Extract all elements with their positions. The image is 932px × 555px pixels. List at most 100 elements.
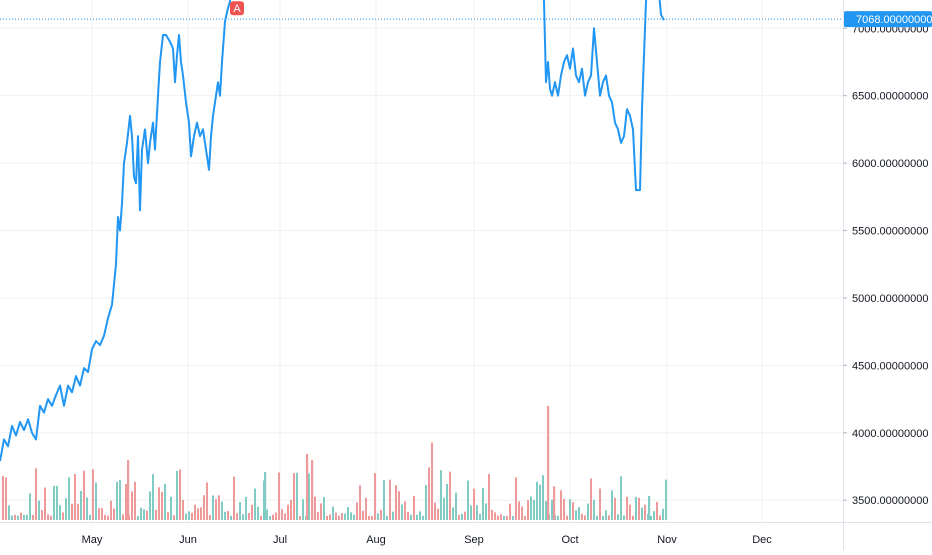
volume-bar: [563, 498, 565, 520]
volume-bar: [371, 515, 373, 520]
volume-bar: [452, 507, 454, 520]
volume-bar: [329, 514, 331, 520]
volume-bar: [236, 513, 238, 520]
volume-bar: [71, 503, 73, 520]
volume-bar: [35, 468, 37, 520]
volume-bar: [596, 515, 598, 520]
volume-bar: [341, 513, 343, 520]
volume-bar: [248, 512, 250, 520]
volume-bar: [293, 473, 295, 520]
volume-bar: [44, 487, 46, 520]
volume-bar: [547, 406, 550, 520]
volume-bar: [521, 506, 523, 520]
volume-bar: [302, 499, 304, 520]
volume-bar: [122, 514, 124, 520]
volume-bar: [494, 512, 496, 520]
volume-bar: [455, 492, 457, 520]
volume-bar: [401, 504, 403, 520]
volume-bar: [377, 513, 379, 520]
volume-bar: [587, 503, 589, 520]
volume-bar: [296, 472, 298, 520]
volume-bar: [332, 506, 334, 520]
volume-bar: [191, 512, 193, 520]
volume-bar: [584, 515, 586, 520]
volume-bar: [479, 513, 481, 520]
volume-bar: [551, 499, 553, 520]
volume-bar: [107, 515, 109, 520]
volume-bar: [659, 515, 661, 520]
volume-bar: [53, 485, 55, 520]
volume-bar: [482, 487, 484, 520]
volume-bar: [314, 496, 316, 520]
volume-bar: [419, 511, 421, 520]
volume-bar: [23, 514, 25, 520]
volume-bar: [599, 488, 601, 520]
volume-bar: [218, 495, 220, 520]
volume-bar: [134, 481, 136, 520]
volume-bar: [350, 512, 352, 520]
volume-bar: [146, 510, 148, 520]
volume-bar: [648, 496, 651, 520]
volume-bar: [392, 511, 394, 520]
volume-bar: [512, 515, 514, 520]
volume-bar: [638, 497, 640, 520]
volume-bar: [110, 500, 112, 520]
volume-bar: [170, 496, 172, 520]
volume-bar: [635, 496, 637, 520]
volume-bar: [524, 515, 526, 520]
volume-bar: [362, 510, 364, 520]
volume-bar: [2, 476, 4, 520]
volume-bar: [395, 485, 397, 520]
volume-bar: [264, 472, 267, 520]
volume-bar: [245, 496, 247, 520]
volume-bar: [155, 509, 157, 520]
x-tick-label: May: [82, 534, 103, 546]
volume-bar: [365, 497, 367, 520]
volume-bar: [536, 481, 538, 520]
volume-bar: [566, 515, 568, 520]
volume-bar: [545, 501, 547, 520]
volume-bar: [80, 491, 82, 520]
x-tick-label: Dec: [752, 534, 772, 546]
volume-bar: [137, 515, 139, 520]
volume-bar: [542, 475, 544, 520]
volume-bar: [353, 514, 355, 520]
volume-bar: [464, 511, 466, 520]
volume-bar: [29, 493, 31, 520]
volume-bar: [179, 469, 181, 520]
volume-bar: [11, 515, 13, 520]
volume-bar: [119, 479, 121, 520]
volume-bar: [143, 509, 145, 520]
volume-bar: [86, 497, 88, 520]
x-tick-label: Oct: [561, 534, 578, 546]
volume-bar: [413, 495, 415, 520]
volume-bar: [653, 511, 655, 520]
volume-bar: [575, 510, 577, 520]
volume-bar: [98, 507, 100, 520]
y-tick-label: 4000.00000000: [852, 428, 928, 440]
volume-bar: [344, 513, 346, 520]
volume-bar: [254, 488, 256, 520]
volume-bar: [509, 503, 511, 520]
volume-bar: [131, 491, 133, 520]
volume-bar: [290, 499, 292, 520]
volume-bar: [197, 508, 199, 520]
volume-bar: [437, 508, 439, 520]
volume-bar: [581, 513, 583, 520]
volume-bar: [593, 499, 595, 520]
volume-bar: [404, 501, 406, 520]
volume-bar: [287, 504, 289, 520]
volume-bar: [497, 515, 499, 520]
volume-bar: [530, 496, 532, 520]
y-tick-label: 5500.00000000: [852, 226, 928, 238]
y-tick-label: 6000.00000000: [852, 158, 928, 170]
volume-bar: [458, 514, 460, 520]
volume-bar: [425, 485, 427, 520]
volume-bar: [461, 513, 463, 520]
volume-bar: [257, 506, 259, 520]
volume-bar: [449, 471, 451, 520]
volume-bar: [113, 508, 115, 520]
volume-bar: [269, 515, 271, 520]
volume-bar: [266, 509, 268, 520]
volume-bar: [335, 512, 337, 520]
